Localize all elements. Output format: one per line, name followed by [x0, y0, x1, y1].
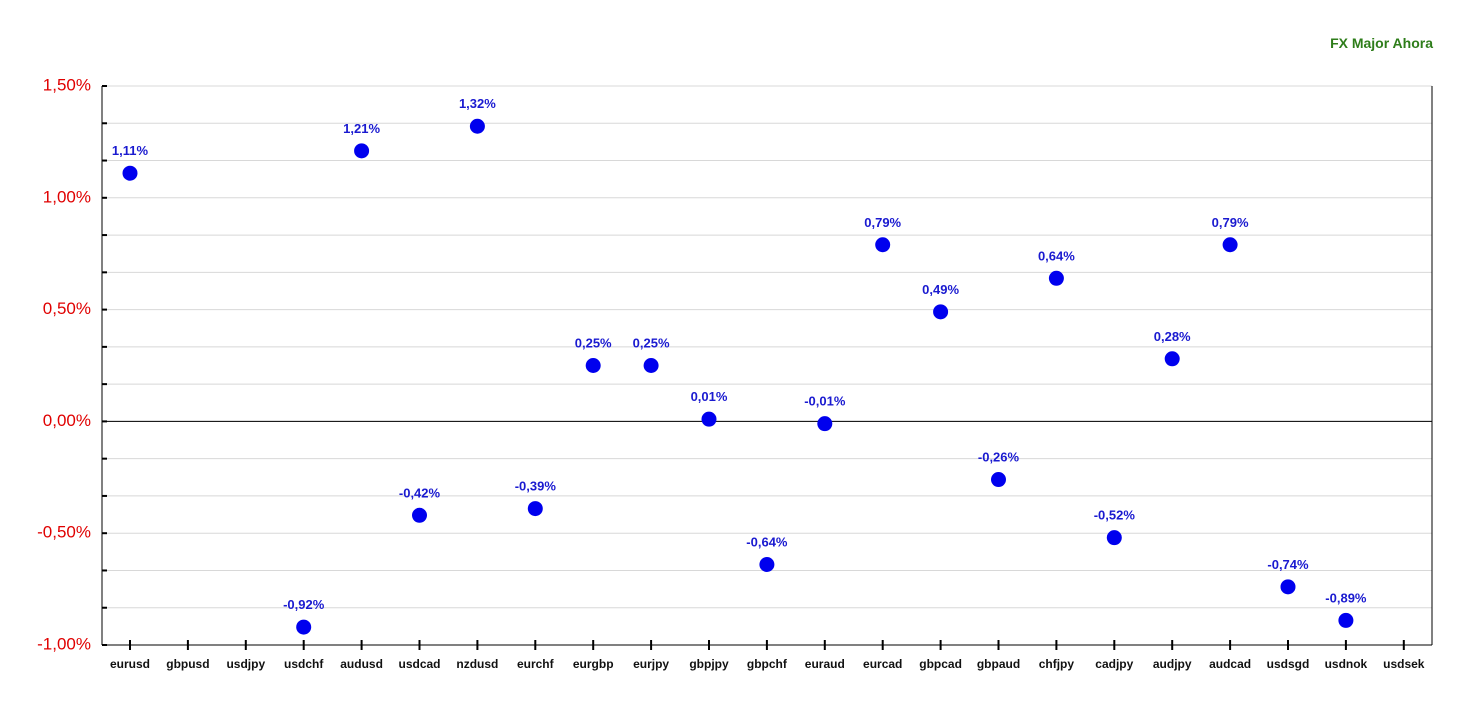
x-tick-label: eurchf [517, 657, 555, 671]
x-tick-label: nzdusd [456, 657, 498, 671]
data-point [817, 416, 833, 432]
data-label: 0,79% [1212, 215, 1249, 230]
data-point [1222, 237, 1238, 253]
x-tick-label: eurusd [110, 657, 150, 671]
x-tick-label: audcad [1209, 657, 1251, 671]
data-label: 1,11% [112, 143, 149, 158]
data-label: -0,92% [283, 597, 325, 612]
data-label: 0,49% [922, 282, 959, 297]
x-tick-label: eurgbp [573, 657, 614, 671]
data-point [1048, 270, 1064, 286]
data-label: -0,01% [804, 394, 846, 409]
data-point [1106, 530, 1122, 546]
data-point [412, 507, 427, 523]
y-tick-label: 1,50% [43, 75, 91, 94]
data-point [585, 358, 601, 373]
chart-title: FX Major Ahora [1330, 35, 1433, 51]
data-label: -0,42% [399, 485, 441, 500]
data-point [759, 557, 775, 573]
x-tick-label: usdchf [284, 657, 324, 671]
x-tick-label: chfjpy [1039, 657, 1075, 671]
data-point [701, 411, 717, 427]
data-label: -0,26% [978, 450, 1020, 465]
data-point [643, 358, 659, 373]
data-label: 0,28% [1154, 329, 1191, 344]
data-label: 0,25% [575, 336, 612, 351]
data-label: -0,64% [746, 535, 788, 550]
data-point [469, 118, 485, 134]
data-point [1338, 612, 1354, 628]
data-label: -0,52% [1094, 508, 1136, 523]
y-axis-ticks: 1,50% 1,00% 0,50% 0,00% -0,50% -1,00% [37, 75, 91, 653]
data-point [933, 304, 949, 320]
grid-layer [102, 85, 1432, 646]
y-tick-label: 0,50% [43, 299, 91, 318]
data-point [122, 165, 138, 181]
data-label: 0,79% [864, 215, 901, 230]
x-tick-label: usdsek [1383, 657, 1425, 671]
data-labels: 1,11% -0,92% 1,21% -0,42% 1,32% -0,39% 0,25% 0,… [112, 96, 1367, 612]
y-tick-label: 1,00% [43, 187, 91, 206]
data-point [354, 143, 370, 159]
data-point [527, 501, 543, 517]
x-tick-label: gbpusd [166, 657, 209, 671]
x-tick-label: usdsgd [1267, 657, 1310, 671]
data-point [1164, 351, 1180, 367]
x-tick-label: euraud [805, 657, 845, 671]
data-label: -0,74% [1267, 557, 1309, 572]
x-tick-label: gbpchf [747, 657, 788, 671]
data-point [875, 237, 891, 253]
y-tick-label: -1,00% [37, 634, 91, 653]
data-label: -0,39% [515, 479, 557, 494]
data-label: -0,89% [1325, 590, 1367, 605]
x-tick-label: audusd [340, 657, 383, 671]
x-tick-label: usdnok [1325, 657, 1368, 671]
data-label: 0,01% [691, 389, 728, 404]
data-label: 1,21% [343, 121, 380, 136]
data-label: 1,32% [459, 96, 496, 111]
x-tick-label: audjpy [1153, 657, 1192, 671]
data-points [122, 118, 1354, 635]
x-tick-label: gbpjpy [689, 657, 729, 671]
data-point [296, 619, 312, 635]
data-label: 0,25% [633, 336, 670, 351]
x-tick-label: gbpaud [977, 657, 1020, 671]
x-tick-label: usdjpy [226, 657, 265, 671]
x-tick-label: gbpcad [919, 657, 962, 671]
y-tick-label: 0,00% [43, 411, 91, 430]
x-tick-label: usdcad [398, 657, 440, 671]
y-tick-label: -0,50% [37, 523, 91, 542]
x-tick-label: eurcad [863, 657, 902, 671]
data-point [991, 472, 1006, 488]
data-point [1280, 579, 1296, 595]
x-axis-ticks: eurusd gbpusd usdjpy usdchf audusd usdcad nzdu… [110, 640, 1425, 671]
x-tick-label: eurjpy [633, 657, 669, 671]
data-label: 0,64% [1038, 248, 1075, 263]
x-tick-label: cadjpy [1095, 657, 1133, 671]
